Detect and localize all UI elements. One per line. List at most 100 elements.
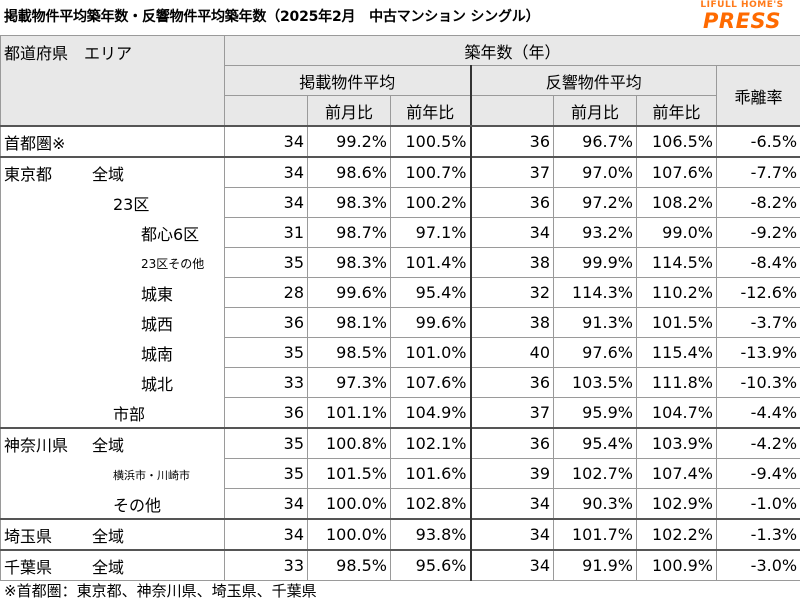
response-age-cell: 34 [471, 550, 554, 581]
response-mom-cell: 90.3% [554, 489, 637, 520]
area-label: 全域 [92, 436, 124, 455]
header-row-1: 都道府県 エリア 築年数（年） [1, 36, 800, 66]
listed-header: 掲載物件平均 [225, 66, 471, 96]
area-label: 都心6区 [141, 225, 199, 244]
listed-mom-cell: 98.3% [308, 248, 391, 278]
region-cell: 埼玉県全域 [1, 519, 225, 550]
response-yoy-header: 前年比 [637, 96, 717, 127]
listed-age-cell: 34 [225, 126, 308, 157]
divergence-cell: -4.2% [717, 428, 800, 459]
response-age-cell: 34 [471, 519, 554, 550]
listed-age-cell: 28 [225, 278, 308, 308]
listed-mom-cell: 98.5% [308, 550, 391, 581]
response-mom-cell: 97.6% [554, 338, 637, 368]
region-cell: 城南 [1, 338, 225, 368]
area-label: 23区 [113, 195, 149, 214]
listed-mom-header: 前月比 [308, 96, 391, 127]
listed-yoy-cell: 102.8% [391, 489, 471, 520]
footnote: ※首都圏：東京都、神奈川県、埼玉県、千葉県 [4, 580, 317, 601]
listed-yoy-cell: 101.6% [391, 459, 471, 489]
response-yoy-cell: 106.5% [637, 126, 717, 157]
divergence-cell: -9.2% [717, 218, 800, 248]
region-header: 都道府県 エリア [1, 36, 225, 127]
response-mom-cell: 103.5% [554, 368, 637, 398]
response-age-cell: 36 [471, 428, 554, 459]
response-mom-cell: 93.2% [554, 218, 637, 248]
age-header: 築年数（年） [225, 36, 800, 66]
response-mom-cell: 91.9% [554, 550, 637, 581]
region-cell: 千葉県全域 [1, 550, 225, 581]
response-age-cell: 36 [471, 188, 554, 218]
divergence-cell: -8.2% [717, 188, 800, 218]
listed-mom-cell: 98.1% [308, 308, 391, 338]
response-yoy-cell: 104.7% [637, 398, 717, 429]
region-cell: 首都圏※ [1, 126, 225, 157]
response-mom-cell: 95.9% [554, 398, 637, 429]
listed-yoy-cell: 100.5% [391, 126, 471, 157]
region-cell: 城西 [1, 308, 225, 338]
prefecture-label: 埼玉県 [4, 523, 92, 547]
listed-age-cell: 34 [225, 188, 308, 218]
listed-mom-cell: 101.1% [308, 398, 391, 429]
response-yoy-cell: 102.2% [637, 519, 717, 550]
area-label: 全域 [92, 165, 124, 184]
listed-age-cell: 35 [225, 248, 308, 278]
divergence-cell: -8.4% [717, 248, 800, 278]
divergence-cell: -6.5% [717, 126, 800, 157]
divergence-header: 乖離率 [717, 66, 800, 127]
region-cell: 横浜市・川崎市 [1, 459, 225, 489]
listed-mom-cell: 100.8% [308, 428, 391, 459]
divergence-cell: -1.0% [717, 489, 800, 520]
prefecture-label: 千葉県 [4, 554, 92, 578]
response-mom-cell: 95.4% [554, 428, 637, 459]
region-cell: 東京都全域 [1, 157, 225, 188]
response-yoy-cell: 100.9% [637, 550, 717, 581]
prefecture-label: 神奈川県 [4, 432, 92, 456]
listed-age-cell: 31 [225, 218, 308, 248]
divergence-cell: -3.7% [717, 308, 800, 338]
listed-yoy-cell: 99.6% [391, 308, 471, 338]
response-mom-cell: 102.7% [554, 459, 637, 489]
response-mom-cell: 97.2% [554, 188, 637, 218]
response-yoy-cell: 102.9% [637, 489, 717, 520]
listed-age-cell: 34 [225, 489, 308, 520]
divergence-cell: -7.7% [717, 157, 800, 188]
area-label: 全域 [92, 527, 124, 546]
region-cell: 神奈川県全域 [1, 428, 225, 459]
listed-yoy-header: 前年比 [391, 96, 471, 127]
area-label: 城東 [141, 285, 173, 304]
listed-mom-cell: 99.6% [308, 278, 391, 308]
response-age-cell: 38 [471, 248, 554, 278]
response-age-cell: 36 [471, 368, 554, 398]
response-yoy-cell: 99.0% [637, 218, 717, 248]
brand-logo: LIFULL HOME'S PRESS [687, 1, 797, 32]
listed-yoy-cell: 107.6% [391, 368, 471, 398]
region-cell: 都心6区 [1, 218, 225, 248]
listed-age-cell: 34 [225, 157, 308, 188]
response-yoy-cell: 111.8% [637, 368, 717, 398]
region-cell: 城北 [1, 368, 225, 398]
listed-yoy-cell: 95.4% [391, 278, 471, 308]
response-yoy-cell: 103.9% [637, 428, 717, 459]
listed-mom-cell: 97.3% [308, 368, 391, 398]
listed-yoy-cell: 100.2% [391, 188, 471, 218]
listed-age-cell: 36 [225, 308, 308, 338]
listed-yoy-cell: 104.9% [391, 398, 471, 429]
listed-mom-cell: 98.3% [308, 188, 391, 218]
divergence-cell: -3.0% [717, 550, 800, 581]
area-label: 城南 [141, 345, 173, 364]
prefecture-label: 東京都 [4, 161, 92, 185]
response-yoy-cell: 115.4% [637, 338, 717, 368]
response-age-cell: 37 [471, 398, 554, 429]
area-label: 城西 [141, 315, 173, 334]
listed-mom-cell: 100.0% [308, 519, 391, 550]
